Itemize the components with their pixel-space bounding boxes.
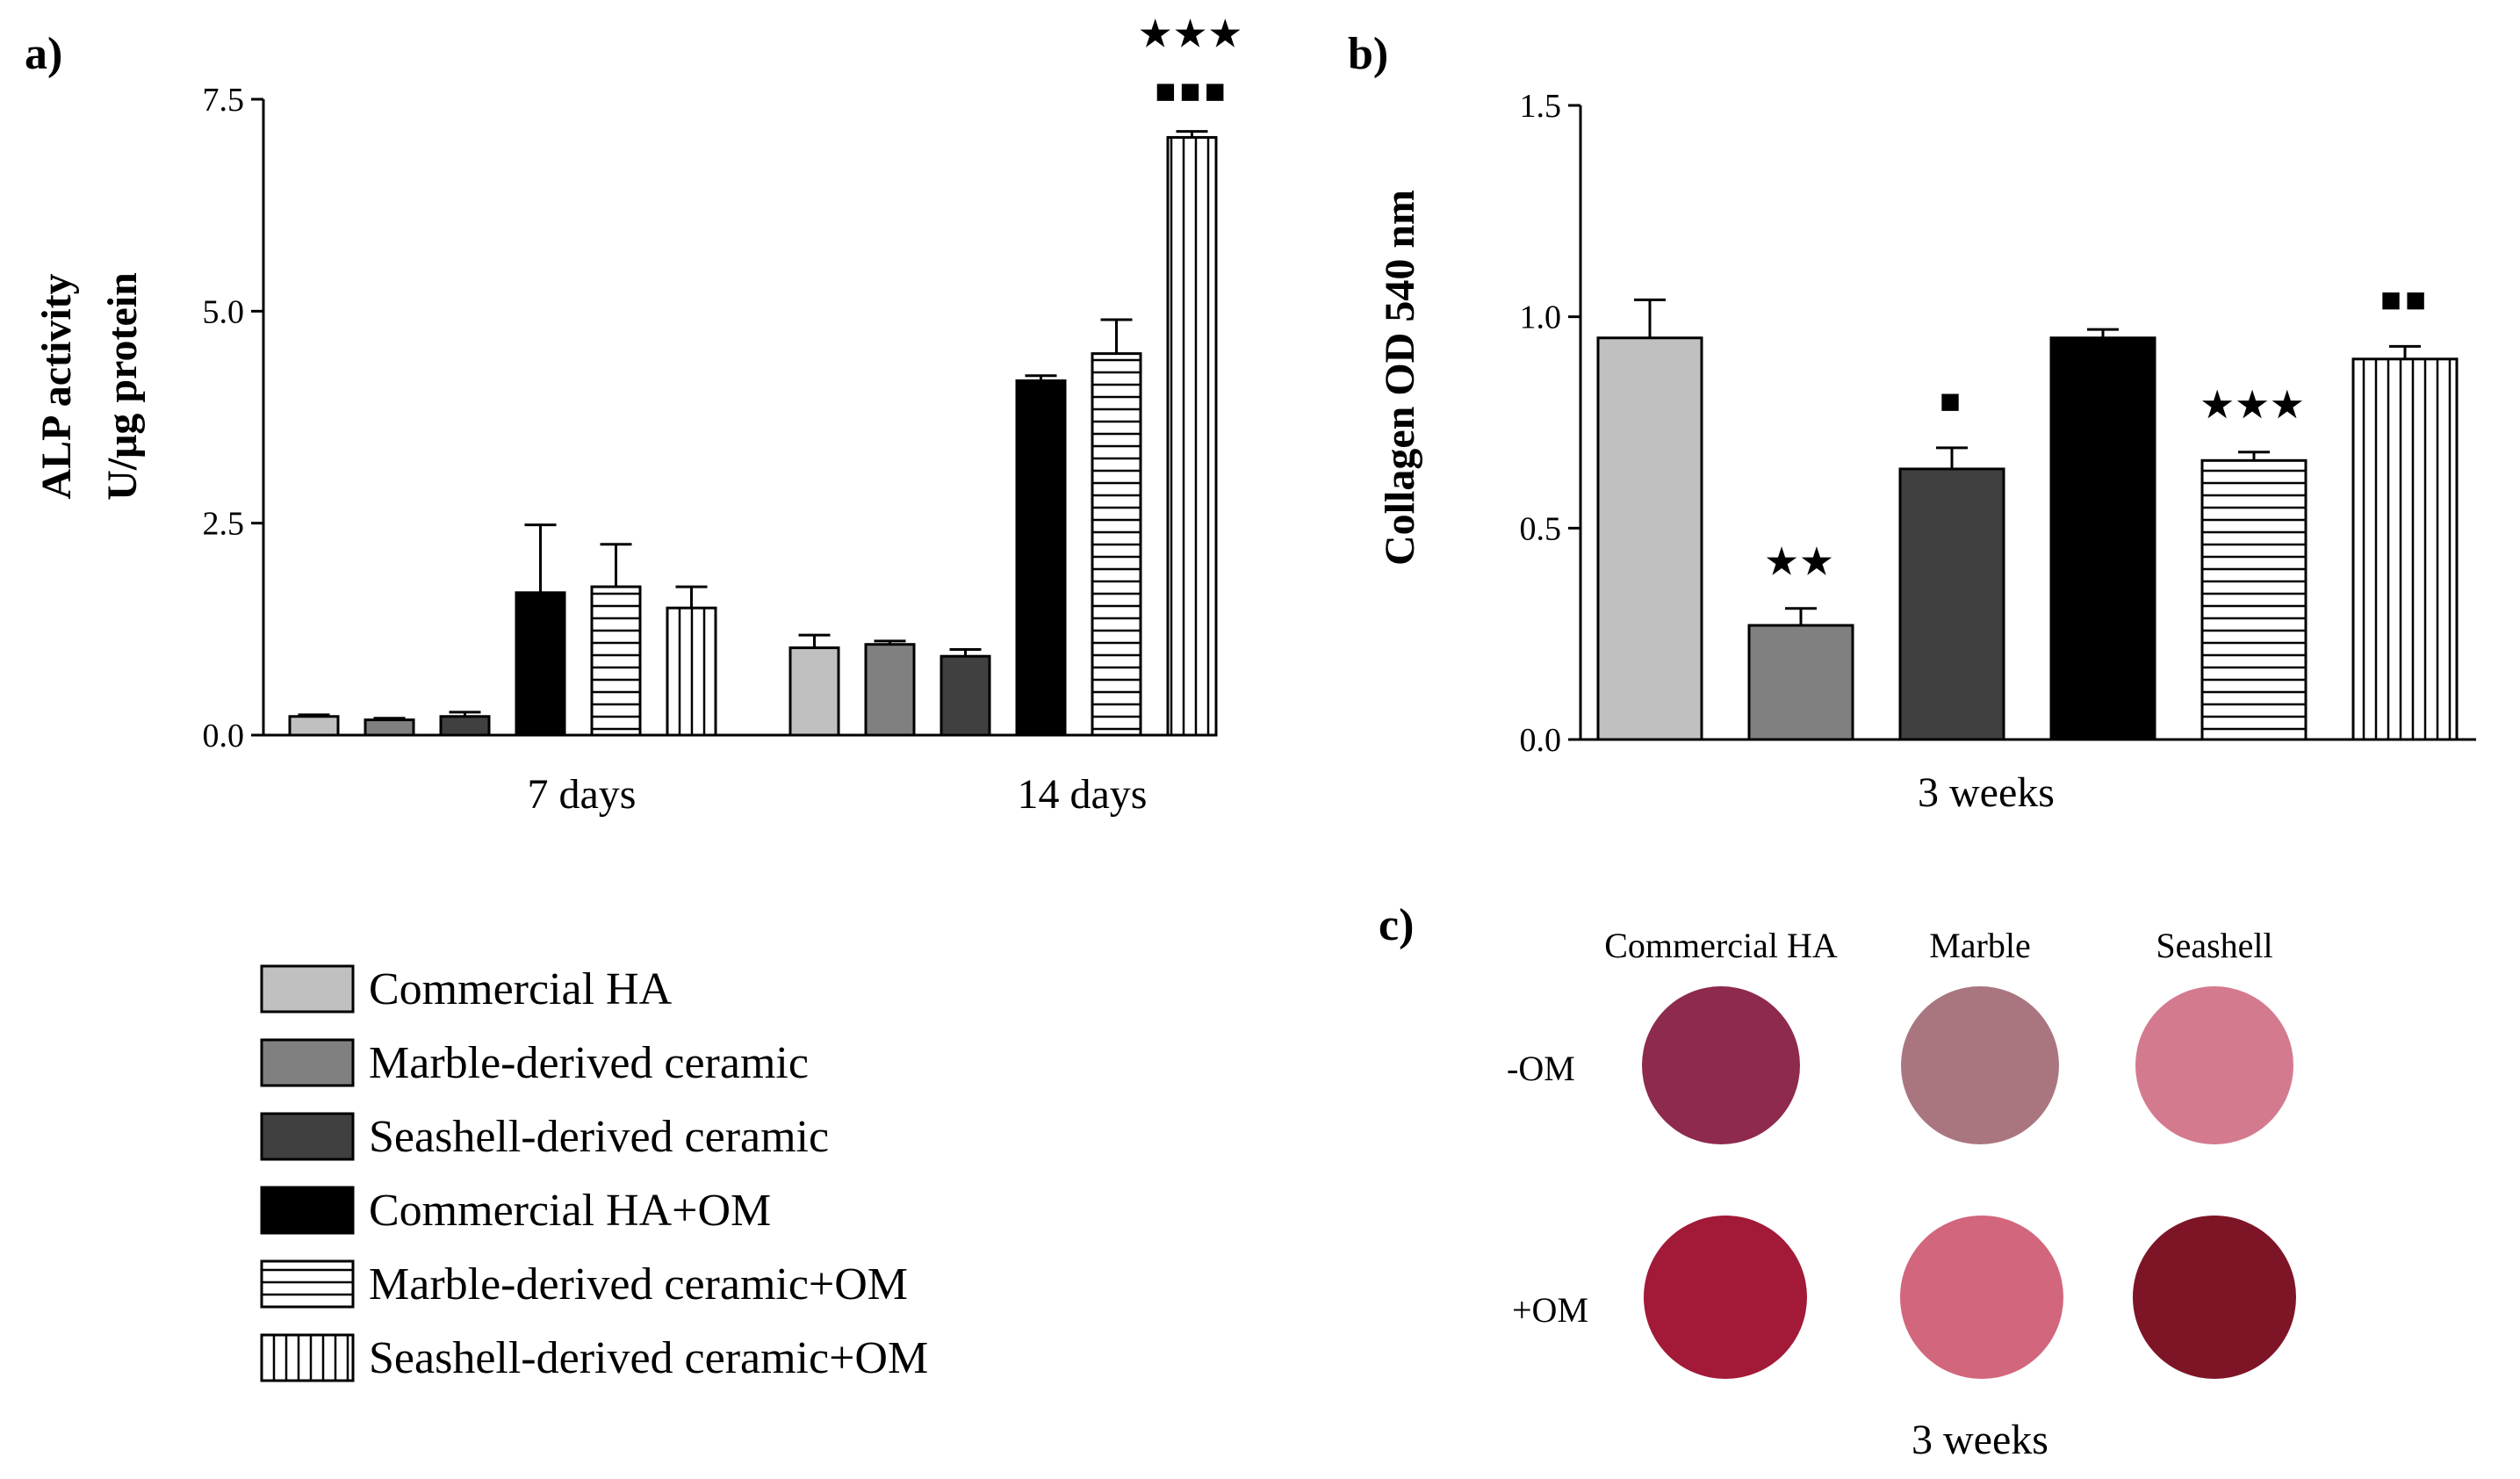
legend-label-marble-derived-ceramic: Marble-derived ceramic	[369, 1038, 809, 1088]
stain-well-seashell-minus-om	[2135, 986, 2293, 1144]
legend: Commercial HA Marble-derived ceramic Seash…	[260, 964, 928, 1383]
chart-a-ylabel-line1: ALP activity	[33, 273, 80, 499]
chart-b-bar-seashell-derived-ceramic	[1898, 467, 2005, 741]
chart-a-bar-7-days-seashell-derived-ceramic	[439, 715, 491, 737]
chart-a-significance-marker: ★★★	[1140, 14, 1245, 54]
chart-a-xtick-14-days: 14 days	[1018, 771, 1148, 818]
chart-a-significance-marker: ■■■	[1155, 71, 1228, 111]
collagen-stain-panel: Commercial HA Marble Seashell -OM +OM 3 …	[1507, 926, 2296, 1463]
chart-a-bar-7-days-commercial-ha-om	[515, 591, 566, 737]
legend-swatch-seashell-derived-ceramic	[260, 1112, 355, 1161]
legend-swatch-seashell-derived-ceramic-om	[260, 1333, 355, 1382]
chart-a-bar-14-days-seashell-derived-ceramic	[940, 654, 991, 737]
legend-swatch-marble-derived-ceramic	[260, 1038, 355, 1087]
chart-a-ylabel-line2: U/μg protein	[99, 272, 146, 501]
chart-a-ytick-label: 0.0	[203, 718, 245, 754]
stain-col-marble: Marble	[1929, 926, 2031, 965]
chart-a-ytick-label: 2.5	[203, 506, 245, 543]
legend-label-seashell-derived-ceramic-om: Seashell-derived ceramic+OM	[369, 1333, 928, 1383]
chart-b-bar-commercial-ha-om	[2049, 336, 2156, 741]
stain-well-commercial-plus-om	[1644, 1216, 1807, 1379]
chart-b-xlabel: 3 weeks	[1918, 769, 2055, 816]
chart-a-bar-14-days-commercial-ha-om	[1015, 379, 1067, 737]
legend-label-seashell-derived-ceramic: Seashell-derived ceramic	[369, 1112, 829, 1162]
chart-a-bar-7-days-marble-derived-ceramic	[364, 718, 415, 737]
chart-a-bar-14-days-marble-derived-ceramic-om	[1091, 352, 1142, 737]
panel-b-label: b)	[1348, 29, 1388, 79]
legend-swatch-marble-derived-ceramic-om	[260, 1259, 355, 1309]
stain-row-plus-om: +OM	[1512, 1290, 1588, 1330]
chart-b-bar-seashell-derived-ceramic-om	[2351, 357, 2459, 741]
stain-well-marble-plus-om	[1900, 1216, 2063, 1379]
chart-b-significance-marker: ■	[1940, 381, 1964, 421]
chart-a-ytick-label: 7.5	[203, 82, 245, 119]
chart-b-ytick-label: 1.0	[1520, 299, 1562, 336]
legend-label-commercial-ha: Commercial HA	[369, 964, 673, 1014]
chart-a-bar-7-days-seashell-derived-ceramic-om	[666, 606, 717, 737]
chart-b-ytick-label: 1.5	[1520, 88, 1562, 125]
chart-a-bar-14-days-seashell-derived-ceramic-om	[1166, 135, 1218, 737]
chart-a-bar-7-days-commercial-ha	[288, 715, 340, 737]
chart-a-bar-14-days-commercial-ha	[788, 646, 840, 737]
panel-a-label: a)	[25, 29, 62, 79]
chart-b-significance-marker: ★★	[1766, 542, 1836, 581]
collagen-chart: Collagen OD 540 nm 3 weeks 0.00.51.01.5 …	[1377, 88, 2476, 816]
legend-label-marble-derived-ceramic-om: Marble-derived ceramic+OM	[369, 1259, 908, 1309]
stain-col-commercial: Commercial HA	[1604, 926, 1838, 965]
chart-a-bar-7-days-marble-derived-ceramic-om	[590, 585, 642, 737]
chart-b-ytick-label: 0.5	[1520, 510, 1562, 547]
stain-row-minus-om: -OM	[1507, 1049, 1575, 1088]
chart-a-ytick-label: 5.0	[203, 293, 245, 330]
chart-b-significance-marker: ■■	[2380, 279, 2430, 319]
chart-b-bar-commercial-ha	[1596, 336, 1703, 741]
chart-a-xtick-7-days: 7 days	[528, 771, 637, 818]
chart-b-bar-marble-derived-ceramic-om	[2200, 458, 2308, 741]
stain-caption: 3 weeks	[1912, 1417, 2048, 1463]
chart-a-bar-14-days-marble-derived-ceramic	[864, 643, 916, 737]
legend-swatch-commercial-ha	[260, 964, 355, 1014]
alp-activity-chart: ALP activity U/μg protein 0.0 2.5 5.0 7.5 7…	[33, 14, 1245, 818]
panel-c-label: c)	[1379, 900, 1414, 950]
stain-well-marble-minus-om	[1901, 986, 2059, 1144]
chart-b-significance-marker: ★★★	[2201, 386, 2307, 425]
legend-swatch-commercial-ha-om	[260, 1186, 355, 1235]
chart-b-ylabel: Collagen OD 540 nm	[1377, 190, 1423, 566]
legend-label-commercial-ha-om: Commercial HA+OM	[369, 1186, 771, 1236]
chart-b-bar-marble-derived-ceramic	[1747, 624, 1854, 741]
stain-col-seashell: Seashell	[2156, 926, 2272, 965]
stain-well-seashell-plus-om	[2133, 1216, 2296, 1379]
chart-b-ytick-label: 0.0	[1520, 722, 1562, 759]
stain-well-commercial-minus-om	[1642, 986, 1800, 1144]
